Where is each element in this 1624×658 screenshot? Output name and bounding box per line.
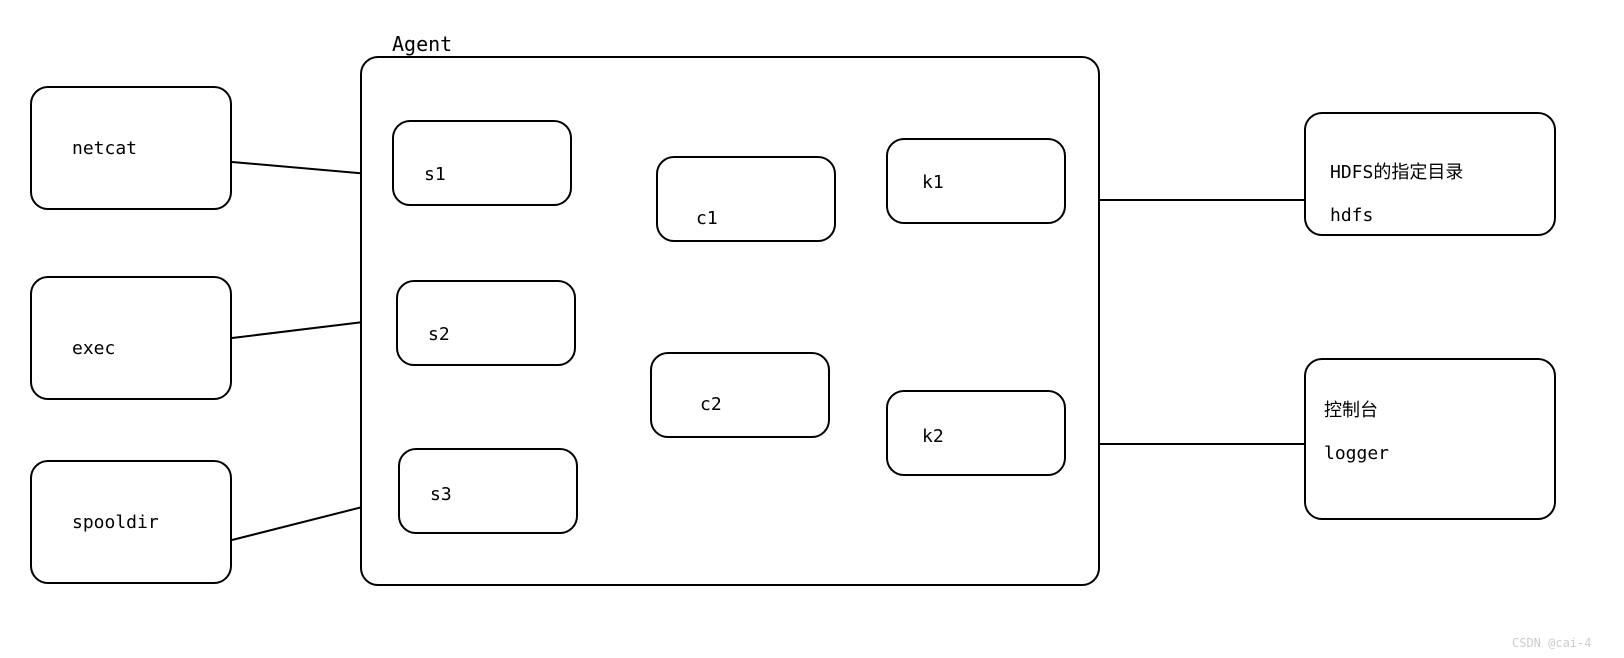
node-c1 [656,156,836,242]
node-k1 [886,138,1066,224]
node-c1-label: c1 [696,208,718,229]
node-logger-label: 控制台 logger [1324,396,1389,464]
node-s1-label: s1 [424,164,446,185]
node-k2-label: k2 [922,426,944,447]
node-exec-label: exec [72,338,115,359]
node-s3 [398,448,578,534]
node-c2 [650,352,830,438]
container-agent-label: Agent [392,32,452,56]
node-k1-label: k1 [922,172,944,193]
node-exec [30,276,232,400]
watermark-text: CSDN @cai-4 [1512,636,1591,650]
node-k2 [886,390,1066,476]
node-s2-label: s2 [428,324,450,345]
node-hdfs-label: HDFS的指定目录 hdfs [1330,158,1463,226]
node-s1 [392,120,572,206]
node-spooldir-label: spooldir [72,512,159,533]
node-c2-label: c2 [700,394,722,415]
node-s3-label: s3 [430,484,452,505]
node-s2 [396,280,576,366]
node-netcat-label: netcat [72,138,137,159]
